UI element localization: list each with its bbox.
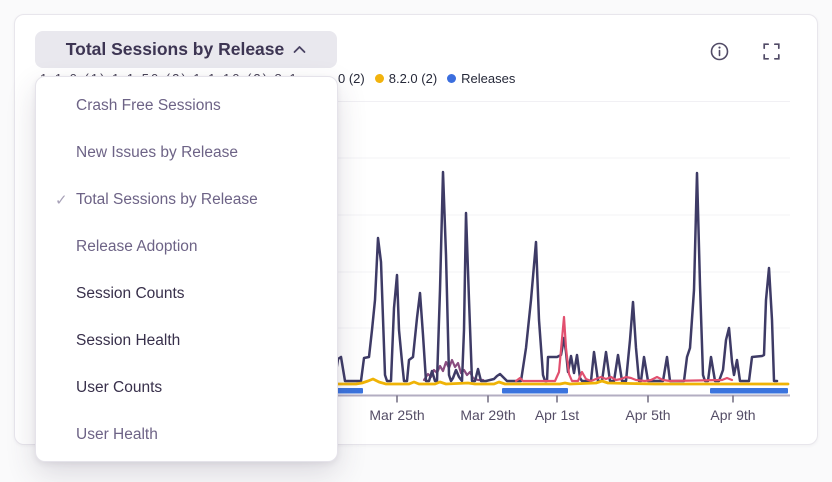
legend-dot-icon [447, 74, 457, 83]
release-bar[interactable] [336, 388, 363, 394]
legend-item-label: Releases [461, 71, 516, 86]
legend-item-8-2-0-2-[interactable]: 8.2.0 (2) [374, 71, 438, 86]
menu-item-label: User Health [76, 425, 158, 443]
widget-title: Total Sessions by Release [65, 39, 285, 59]
release-bar[interactable] [710, 388, 788, 394]
menu-item-new-issues-by-release[interactable]: New Issues by Release [36, 129, 337, 176]
menu-item-total-sessions-by-release[interactable]: ✓ Total Sessions by Release [36, 176, 337, 223]
series-plum[interactable] [422, 358, 485, 382]
widget-type-menu: Crash Free Sessions New Issues by Release… [35, 76, 338, 462]
legend-items: 0 (2) 8.2.0 (2) Releases [338, 71, 525, 86]
series-gold[interactable] [334, 377, 790, 386]
menu-item-user-health[interactable]: User Health [36, 411, 337, 458]
legend-item-label: 8.2.0 (2) [388, 71, 438, 86]
x-axis-label: Mar 29th [460, 407, 515, 423]
widget-title-dropdown-button[interactable]: Total Sessions by Release [35, 31, 337, 68]
legend-item-0-2-[interactable]: 0 (2) [338, 71, 365, 86]
legend-item-label: 0 (2) [338, 71, 365, 86]
menu-item-session-health[interactable]: Session Health [36, 317, 337, 364]
menu-item-crash-free-sessions[interactable]: Crash Free Sessions [36, 82, 337, 129]
legend-item-releases[interactable]: Releases [447, 71, 515, 86]
menu-item-label: Crash Free Sessions [76, 96, 221, 114]
menu-item-label: Session Health [76, 331, 181, 349]
menu-item-label: New Issues by Release [76, 143, 238, 161]
x-axis-label: Apr 9th [710, 407, 755, 423]
menu-item-user-counts[interactable]: User Counts [36, 364, 337, 411]
menu-item-label: Total Sessions by Release [76, 190, 258, 208]
checkmark-icon: ✓ [55, 191, 68, 209]
fullscreen-button[interactable] [760, 40, 782, 62]
menu-item-session-counts[interactable]: Session Counts [36, 270, 337, 317]
series-indigo[interactable] [334, 170, 779, 383]
menu-item-label: Release Adoption [76, 237, 198, 255]
menu-item-release-adoption[interactable]: Release Adoption [36, 223, 337, 270]
header-divider [35, 101, 790, 102]
info-button[interactable] [708, 40, 730, 62]
menu-item-label: Session Counts [76, 284, 185, 302]
series-magenta[interactable] [514, 315, 734, 383]
x-axis-label: Apr 1st [535, 407, 579, 423]
x-axis-label: Apr 5th [625, 407, 670, 423]
fullscreen-icon [762, 42, 780, 60]
release-bar[interactable] [502, 388, 568, 394]
info-icon [710, 42, 728, 60]
legend-dot-icon [374, 74, 384, 83]
menu-item-label: User Counts [76, 378, 163, 396]
chevron-up-icon [293, 46, 306, 53]
x-axis-label: Mar 25th [369, 407, 424, 423]
